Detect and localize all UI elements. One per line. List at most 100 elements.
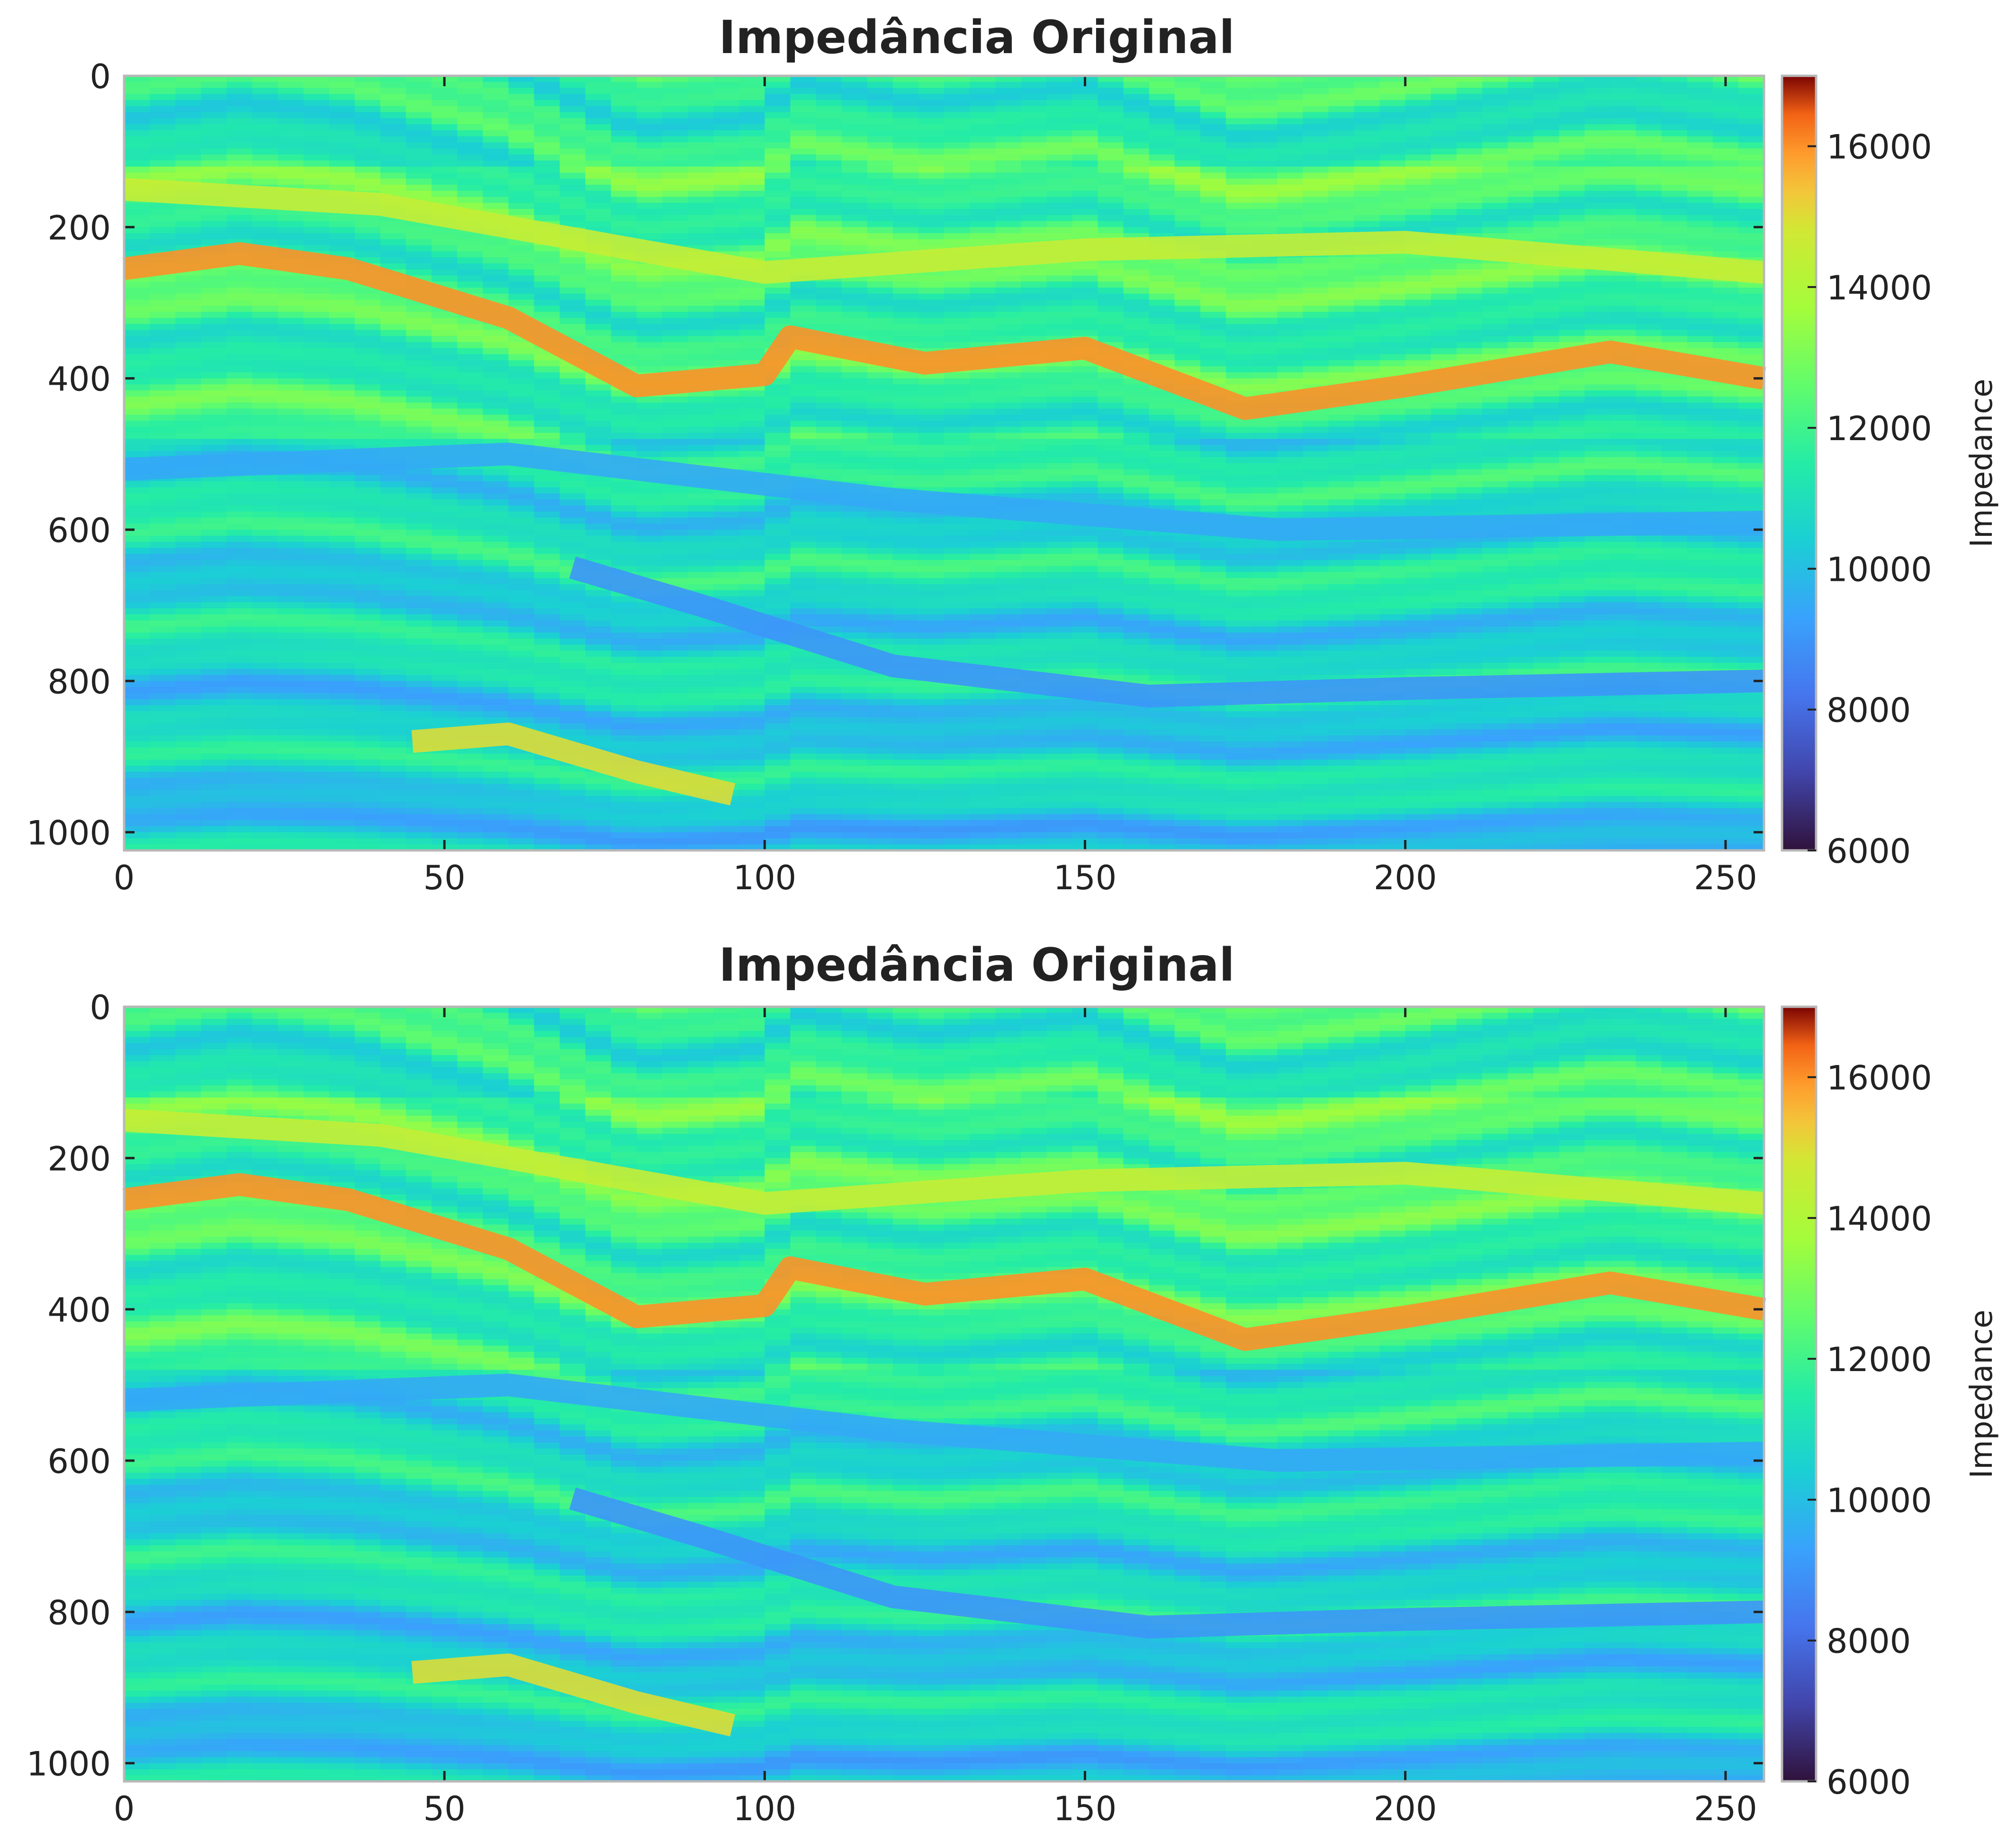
heatmap-cell bbox=[790, 771, 817, 778]
heatmap-cell bbox=[1072, 493, 1098, 500]
heatmap-cell bbox=[585, 209, 612, 216]
heatmap-cell bbox=[329, 233, 355, 240]
heatmap-cell bbox=[918, 723, 945, 730]
heatmap-cell bbox=[124, 614, 151, 621]
heatmap-cell bbox=[867, 638, 893, 645]
heatmap-cell bbox=[970, 608, 996, 615]
heatmap-cell bbox=[918, 136, 945, 143]
heatmap-cell bbox=[329, 808, 355, 815]
heatmap-cell bbox=[124, 415, 151, 422]
heatmap-cell bbox=[252, 324, 279, 331]
heatmap-cell bbox=[867, 402, 893, 409]
heatmap-cell bbox=[944, 826, 971, 833]
heatmap-cell bbox=[867, 457, 893, 464]
heatmap-cell bbox=[867, 203, 893, 209]
heatmap-cell bbox=[175, 663, 202, 669]
heatmap-cell bbox=[892, 281, 919, 289]
heatmap-cell bbox=[918, 209, 945, 216]
heatmap-cell bbox=[970, 317, 996, 325]
heatmap-cell bbox=[944, 620, 971, 627]
heatmap-cell bbox=[841, 632, 868, 639]
heatmap-cell bbox=[662, 142, 689, 149]
heatmap-cell bbox=[124, 735, 151, 742]
heatmap-cell bbox=[688, 415, 714, 422]
heatmap-cell bbox=[970, 281, 996, 289]
heatmap-cell bbox=[995, 790, 1022, 797]
heatmap-cell bbox=[432, 530, 458, 536]
heatmap-cell bbox=[1072, 717, 1098, 724]
heatmap-cell bbox=[867, 535, 893, 542]
heatmap-cell bbox=[226, 790, 253, 797]
heatmap-cell bbox=[944, 197, 971, 204]
heatmap-cell bbox=[380, 711, 406, 718]
heatmap-cell bbox=[688, 100, 714, 107]
heatmap-cell bbox=[354, 130, 381, 137]
heatmap-cell bbox=[354, 76, 381, 82]
heatmap-cell bbox=[483, 560, 509, 567]
heatmap-cell bbox=[892, 511, 919, 518]
heatmap-cell bbox=[124, 741, 151, 748]
heatmap-cell bbox=[739, 596, 765, 603]
heatmap-cell bbox=[278, 390, 304, 397]
heatmap-cell bbox=[611, 317, 637, 325]
heatmap-cell bbox=[534, 572, 560, 579]
heatmap-cell bbox=[892, 771, 919, 778]
heatmap-cell bbox=[483, 693, 509, 700]
heatmap-cell bbox=[585, 542, 612, 549]
heatmap-cell bbox=[150, 439, 176, 446]
heatmap-cell bbox=[124, 578, 151, 585]
heatmap-cell bbox=[611, 687, 637, 694]
heatmap-cell bbox=[175, 729, 202, 736]
heatmap-cell bbox=[457, 124, 484, 131]
heatmap-cell bbox=[918, 608, 945, 615]
heatmap-cell bbox=[841, 596, 868, 603]
heatmap-cell bbox=[585, 705, 612, 712]
heatmap-cell bbox=[201, 415, 227, 422]
heatmap-cell bbox=[406, 753, 432, 760]
heatmap-cell bbox=[1098, 227, 1124, 234]
heatmap-cell bbox=[303, 100, 330, 107]
heatmap-cell bbox=[765, 608, 791, 615]
heatmap-cell bbox=[559, 590, 586, 597]
heatmap-cell bbox=[816, 239, 842, 246]
heatmap-cell bbox=[329, 681, 355, 688]
heatmap-cell bbox=[739, 451, 765, 458]
heatmap-cell bbox=[278, 620, 304, 627]
heatmap-cell bbox=[790, 402, 817, 409]
heatmap-cell bbox=[303, 802, 330, 809]
heatmap-cell bbox=[354, 784, 381, 791]
heatmap-cell bbox=[380, 136, 406, 143]
heatmap-cell bbox=[765, 699, 791, 706]
heatmap-cell bbox=[1098, 475, 1124, 482]
heatmap-cell bbox=[790, 445, 817, 451]
heatmap-cell bbox=[1098, 306, 1124, 313]
heatmap-cell bbox=[841, 372, 868, 379]
heatmap-cell bbox=[841, 136, 868, 143]
heatmap-cell bbox=[1046, 426, 1073, 433]
heatmap-cell bbox=[970, 299, 996, 307]
heatmap-cell bbox=[303, 777, 330, 785]
heatmap-cell bbox=[662, 360, 689, 367]
heatmap-cell bbox=[841, 572, 868, 579]
heatmap-cell bbox=[688, 566, 714, 573]
heatmap-cell bbox=[841, 620, 868, 627]
heatmap-cell bbox=[816, 463, 842, 470]
heatmap-cell bbox=[688, 644, 714, 651]
heatmap-cell bbox=[816, 560, 842, 567]
heatmap-cell bbox=[867, 106, 893, 113]
heatmap-cell bbox=[1021, 463, 1047, 470]
heatmap-cell bbox=[380, 348, 406, 355]
heatmap-cell bbox=[688, 197, 714, 204]
heatmap-cell bbox=[201, 590, 227, 597]
heatmap-cell bbox=[944, 535, 971, 542]
heatmap-cell bbox=[354, 602, 381, 609]
heatmap-cell bbox=[841, 530, 868, 536]
heatmap-cell bbox=[713, 100, 740, 107]
heatmap-cell bbox=[329, 711, 355, 718]
heatmap-cell bbox=[201, 299, 227, 307]
heatmap-cell bbox=[1098, 100, 1124, 107]
heatmap-cell bbox=[226, 166, 253, 173]
heatmap-cell bbox=[483, 402, 509, 409]
heatmap-cell bbox=[432, 578, 458, 585]
heatmap-cell bbox=[483, 820, 509, 827]
